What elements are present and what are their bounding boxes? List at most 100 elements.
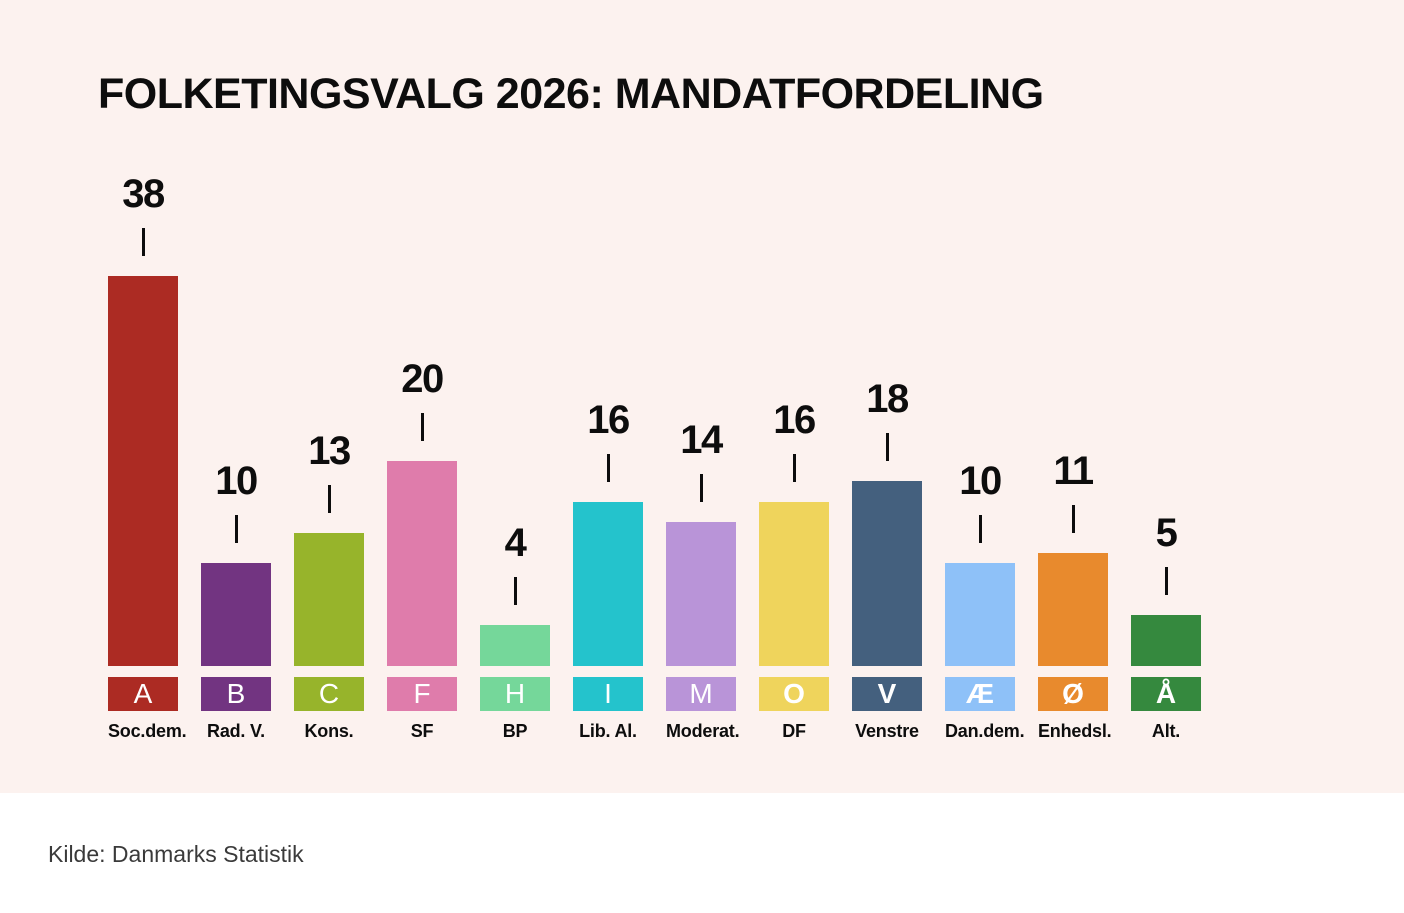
party-letter: Æ — [966, 678, 994, 710]
bar-area: 20 — [387, 174, 457, 667]
chart-panel: FOLKETINGSVALG 2026: MANDATFORDELING 38 … — [0, 0, 1404, 793]
party-letter-box: Æ — [945, 677, 1015, 712]
party-column-I: 16 I Lib. Al. — [573, 174, 643, 742]
chart-title: FOLKETINGSVALG 2026: MANDATFORDELING — [98, 70, 1044, 118]
party-letter-box: A — [108, 677, 178, 712]
bar-area: 38 — [108, 172, 178, 667]
value-annotation: 5 — [1131, 511, 1201, 596]
party-letter-box: H — [480, 677, 550, 712]
value-annotation: 14 — [666, 418, 736, 503]
party-name-label: SF — [410, 721, 434, 742]
party-letter: Å — [1155, 678, 1177, 710]
party-letter: A — [133, 678, 153, 710]
party-letter-box: V — [852, 677, 922, 712]
value-annotation: 10 — [945, 459, 1015, 544]
bar-area: 4 — [480, 174, 550, 667]
value-label: 11 — [1053, 449, 1094, 494]
party-name-label: Venstre — [855, 721, 919, 742]
party-letter: Ø — [1062, 678, 1084, 710]
value-tick-line — [699, 474, 703, 503]
value-label: 4 — [504, 521, 527, 566]
value-tick-line — [513, 577, 517, 606]
value-label: 10 — [959, 459, 1002, 504]
value-annotation: 18 — [852, 377, 922, 462]
party-column-M: 14 M Moderat. — [666, 174, 740, 742]
value-tick-line — [420, 413, 424, 442]
party-bar — [1131, 615, 1201, 667]
party-letter-box: O — [759, 677, 829, 712]
party-letter-box: Ø — [1038, 677, 1108, 712]
party-letter: O — [783, 678, 805, 710]
party-name-label: Alt. — [1151, 721, 1181, 742]
value-tick-line — [1164, 567, 1168, 596]
party-name-label: Rad. V. — [207, 721, 265, 742]
party-letter-box: B — [201, 677, 271, 712]
party-letter-box: I — [573, 677, 643, 712]
bar-area: 10 — [945, 174, 1015, 667]
party-column-C: 13 C Kons. — [294, 174, 364, 742]
bar-area: 16 — [759, 174, 829, 667]
value-annotation: 20 — [387, 357, 457, 442]
bar-area: 14 — [666, 174, 736, 667]
value-label: 5 — [1155, 511, 1178, 556]
value-annotation: 16 — [759, 400, 829, 483]
value-label: 38 — [122, 172, 165, 217]
party-letter: H — [504, 678, 526, 710]
party-name-label: BP — [502, 721, 528, 742]
party-letter: F — [413, 678, 431, 710]
party-bar — [480, 625, 550, 667]
party-bar — [945, 563, 1015, 667]
value-annotation: 38 — [108, 172, 178, 257]
value-annotation: 4 — [480, 521, 550, 606]
bar-chart: 38 A Soc.dem. 10 B Rad. V. 13 — [108, 174, 1404, 742]
party-name-label: DF — [782, 721, 806, 742]
value-tick-line — [606, 454, 610, 483]
value-tick-line — [792, 454, 796, 483]
party-name-label: Enhedsl. — [1038, 721, 1112, 742]
party-letter-box: F — [387, 677, 457, 712]
party-bar — [666, 522, 736, 667]
party-name-label: Moderat. — [666, 721, 740, 742]
value-label: 20 — [401, 357, 444, 402]
party-name-label: Soc.dem. — [108, 721, 187, 742]
bar-area: 11 — [1038, 174, 1108, 667]
value-annotation: 13 — [294, 429, 364, 514]
party-column-Æ: 10 Æ Dan.dem. — [945, 174, 1025, 742]
party-bar — [108, 276, 178, 667]
party-letter: M — [689, 678, 713, 710]
value-label: 14 — [680, 418, 723, 463]
value-tick-line — [1071, 505, 1075, 534]
bar-area: 18 — [852, 174, 922, 667]
party-name-label: Kons. — [304, 721, 354, 742]
party-column-A: 38 A Soc.dem. — [108, 172, 187, 742]
source-note: Kilde: Danmarks Statistik — [48, 841, 304, 867]
party-letter: I — [604, 678, 612, 710]
party-bar — [1038, 553, 1108, 667]
bar-area: 16 — [573, 174, 643, 667]
party-letter-box: M — [666, 677, 736, 712]
party-column-F: 20 F SF — [387, 174, 457, 742]
value-annotation: 11 — [1038, 449, 1108, 534]
party-letter-box: C — [294, 677, 364, 712]
party-bar — [759, 502, 829, 667]
value-label: 10 — [215, 459, 258, 504]
value-label: 16 — [587, 398, 630, 443]
party-letter: C — [318, 678, 340, 710]
value-tick-line — [141, 228, 145, 257]
party-column-B: 10 B Rad. V. — [201, 174, 271, 742]
party-column-V: 18 V Venstre — [852, 174, 922, 742]
party-bar — [387, 461, 457, 667]
party-bar — [294, 533, 364, 667]
party-column-Ø: 11 Ø Enhedsl. — [1038, 174, 1112, 742]
value-tick-line — [978, 515, 982, 544]
value-tick-line — [885, 433, 889, 462]
party-column-Å: 5 Å Alt. — [1131, 174, 1201, 742]
value-tick-line — [234, 515, 238, 544]
party-letter: V — [877, 678, 897, 710]
party-column-O: 16 O DF — [759, 174, 829, 742]
value-label: 13 — [308, 429, 351, 474]
bar-area: 13 — [294, 174, 364, 667]
bar-area: 10 — [201, 174, 271, 667]
value-label: 18 — [866, 377, 909, 422]
